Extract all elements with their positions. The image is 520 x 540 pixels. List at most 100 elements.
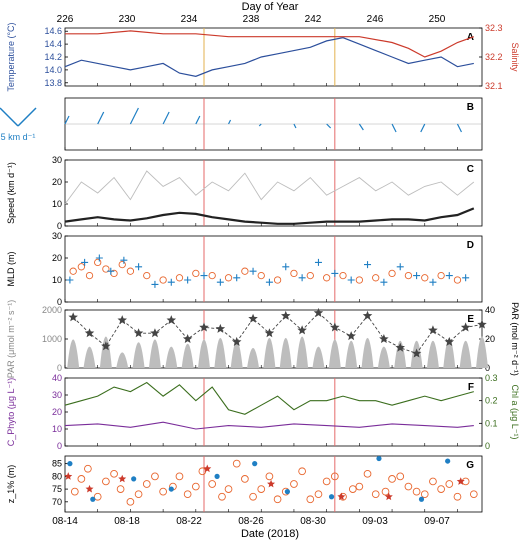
panel-F-ytick-label-right-1: 0.1 xyxy=(485,418,498,428)
panel-E-bar-10 xyxy=(230,340,243,368)
panel-D-point-0-4 xyxy=(102,265,110,273)
panel-G-point-0-48 xyxy=(461,477,470,486)
panel-A-ylabel-left: Temperature (°C) xyxy=(6,22,16,91)
panel-E-star-13 xyxy=(281,310,291,320)
panel-G-point-0-5 xyxy=(110,469,118,478)
panel-D-point-1-24 xyxy=(445,272,453,280)
panel-G-point-1-6 xyxy=(284,489,290,495)
panel-F-ytick-label-left-1: 10 xyxy=(52,424,62,434)
panel-E-bar-13 xyxy=(279,337,292,368)
panel-G-point-0-29 xyxy=(306,495,315,504)
panel-G-point-0-47 xyxy=(453,492,462,501)
panel-G-point-0-22 xyxy=(249,492,257,501)
panel-G-point-0-11 xyxy=(159,487,167,496)
panel-F-ytick-label-right-0: 0 xyxy=(485,441,490,451)
panel-E-bar-15 xyxy=(312,346,325,368)
panel-D-point-1-6 xyxy=(151,280,159,288)
top-tick-3: 238 xyxy=(243,14,260,25)
panel-E-bar-16 xyxy=(328,339,341,368)
panel-F-frame xyxy=(64,377,483,447)
top-tick-4: 242 xyxy=(305,14,322,25)
panel-D-point-0-25 xyxy=(421,274,429,282)
panel-G-point-0-3 xyxy=(93,492,102,501)
panel-E-bar-23 xyxy=(443,337,456,368)
panel-C-ytick-label-left-0: 0 xyxy=(57,221,62,231)
panel-G-point-0-44 xyxy=(429,477,437,486)
panel-G-point-0-20 xyxy=(232,459,241,468)
panel-G-point-0-43 xyxy=(420,490,429,499)
panel-D-point-0-7 xyxy=(126,267,135,275)
top-axis-title: Day of Year xyxy=(242,1,299,13)
panel-A-ytick-label-left-1: 14.4 xyxy=(44,39,62,49)
bottom-axis-title: Date (2018) xyxy=(241,528,299,540)
panel-D-point-0-14 xyxy=(241,267,249,275)
panel-E-star-4 xyxy=(133,328,144,338)
panel-G-point-0-14 xyxy=(183,490,192,499)
panel-G-point-0-1 xyxy=(77,475,86,483)
panel-G-point-1-7 xyxy=(328,494,335,500)
panel-A-series-1 xyxy=(65,30,475,58)
panel-D-frame xyxy=(64,235,483,303)
panel-G-point-2-5 xyxy=(337,492,346,501)
panel-E-ytick-label-right-1: 20 xyxy=(485,334,495,344)
panel-G-point-0-16 xyxy=(198,467,207,476)
panel-D-ytick-label-left-0: 0 xyxy=(57,297,62,307)
panel-D-point-1-8 xyxy=(184,276,192,284)
panel-E-star-6 xyxy=(166,315,177,325)
panel-D-point-0-6 xyxy=(118,260,126,269)
panel-C-ytick-label-left-1: 10 xyxy=(52,199,62,209)
panel-G-point-0-40 xyxy=(396,472,405,481)
panel-D-point-0-27 xyxy=(453,276,462,284)
panel-E-star-14 xyxy=(297,325,307,335)
panel-G-point-0-25 xyxy=(273,495,282,504)
panel-D-point-0-9 xyxy=(159,276,167,284)
panel-G-point-0-45 xyxy=(437,485,445,493)
panel-E-star-23 xyxy=(444,336,455,346)
panel-D-point-0-2 xyxy=(85,271,94,280)
bottom-tick-0: 08-14 xyxy=(52,516,78,527)
panel-G-point-1-0 xyxy=(67,461,73,467)
panel-B-arrow-1 xyxy=(97,111,105,125)
panel-A-ytick-label-left-2: 14.2 xyxy=(44,52,62,62)
panel-E-star-2 xyxy=(101,341,111,351)
panel-E-bar-11 xyxy=(247,348,260,368)
panel-E-star-0 xyxy=(68,312,78,322)
panel-E-bar-1 xyxy=(83,346,96,368)
panel-E-star-15 xyxy=(313,307,324,317)
panel-D-point-0-26 xyxy=(437,271,445,280)
panel-D-point-1-9 xyxy=(200,272,208,280)
panel-E-bar-3 xyxy=(116,352,129,368)
panel-G-point-0-6 xyxy=(116,485,125,493)
panel-G-ylabel-left: z_1% (m) xyxy=(6,465,16,504)
panel-D-point-1-12 xyxy=(249,267,257,275)
panel-G-point-1-2 xyxy=(131,476,137,482)
panel-E: E PAR (μmol m⁻² s⁻¹) PAR (mol m⁻² d⁻¹) 0 100… xyxy=(6,300,520,379)
panel-D-point-0-20 xyxy=(339,271,347,280)
panel-B-arrow-0 xyxy=(64,115,70,125)
panel-E-star-7 xyxy=(182,334,193,344)
panel-E-star-22 xyxy=(428,325,438,335)
panel-E-ytick-label-left-1: 1000 xyxy=(42,334,62,344)
panel-C-series-1 xyxy=(64,207,475,225)
panel-D-letter: D xyxy=(467,240,474,251)
panel-E-bar-19 xyxy=(377,346,390,368)
panel-E-bar-12 xyxy=(263,337,276,368)
panel-A-ytick-label-left-3: 14.0 xyxy=(44,65,62,75)
panel-D-point-0-1 xyxy=(77,263,86,271)
panel-D-point-1-15 xyxy=(298,274,306,282)
panel-C-letter: C xyxy=(467,164,474,175)
panel-C: C Speed (km d⁻¹) 0 10 20 30 xyxy=(6,155,483,231)
panel-F-ylabel-right: Chl a (μg L⁻¹) xyxy=(510,385,520,440)
panel-G-point-0-13 xyxy=(175,472,184,481)
panel-E-star-24 xyxy=(460,322,471,332)
panel-E-star-3 xyxy=(117,315,127,325)
panel-E-bar-9 xyxy=(214,337,227,368)
panel-G-point-0-17 xyxy=(208,480,217,488)
panel-D-ytick-label-left-2: 20 xyxy=(52,253,62,263)
panel-D-ytick-label-left-1: 10 xyxy=(52,275,62,285)
panel-E-bar-2 xyxy=(99,336,112,368)
panel-E-dashed-line xyxy=(72,312,483,355)
panel-E-bar-25 xyxy=(476,336,488,368)
